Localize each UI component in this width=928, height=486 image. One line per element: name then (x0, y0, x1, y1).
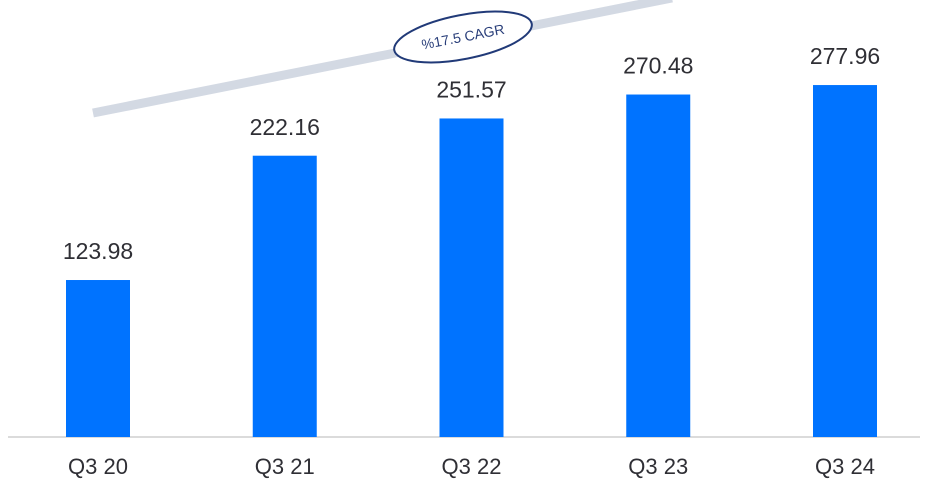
value-label: 222.16 (250, 114, 320, 140)
value-label: 123.98 (63, 238, 133, 264)
bar (813, 85, 877, 437)
bar (66, 280, 130, 437)
bar (439, 118, 504, 437)
x-tick-label: Q3 20 (68, 454, 128, 479)
x-tick-label: Q3 24 (815, 454, 875, 479)
cagr-badge: %17.5 CAGR (393, 10, 533, 64)
bar (252, 155, 317, 437)
bar (626, 94, 691, 437)
x-tick-label: Q3 21 (255, 454, 315, 479)
cagr-ellipse (393, 10, 533, 64)
value-label: 277.96 (810, 43, 880, 69)
value-label: 270.48 (623, 53, 693, 79)
x-tick-label: Q3 23 (628, 454, 688, 479)
trend-line (92, 0, 673, 118)
x-tick-label: Q3 22 (442, 454, 502, 479)
value-label: 251.57 (436, 77, 506, 103)
